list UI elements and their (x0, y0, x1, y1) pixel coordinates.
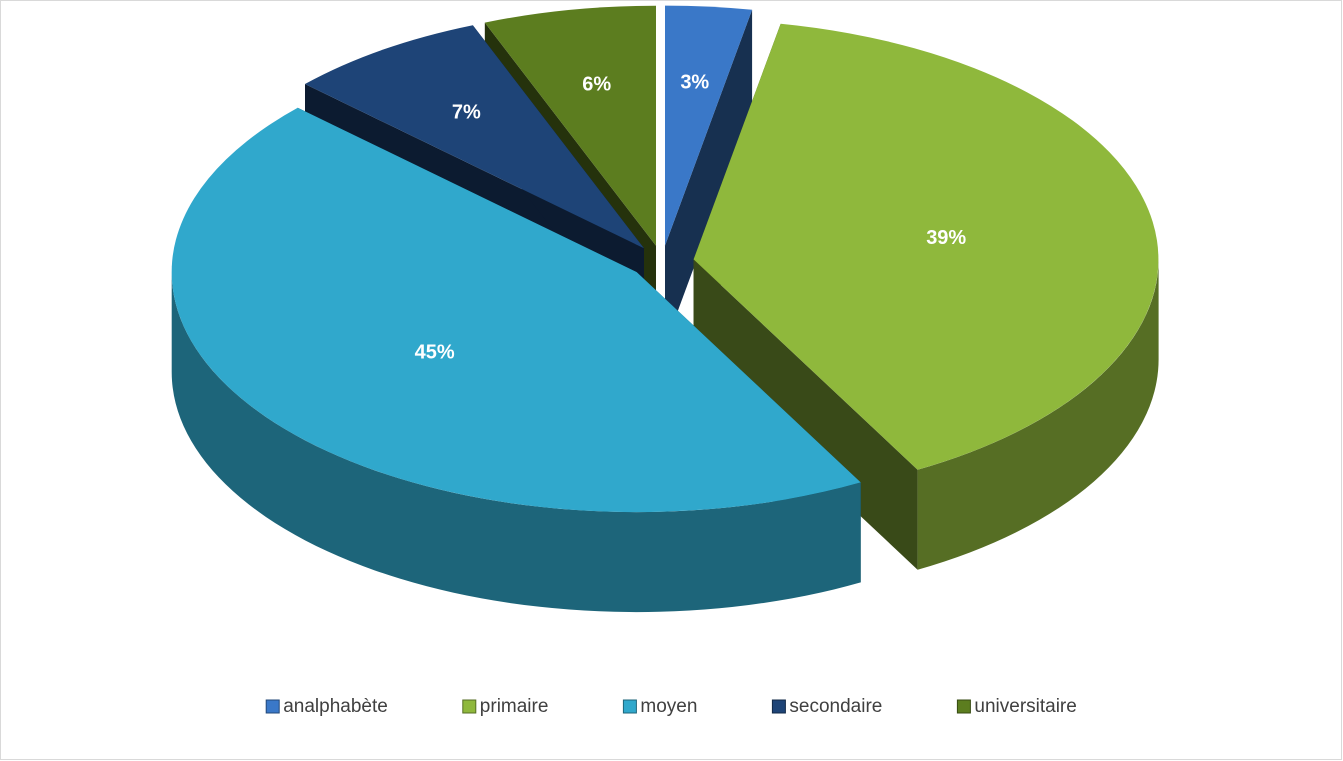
legend-label: universitaire (974, 696, 1076, 717)
legend-label: secondaire (789, 696, 882, 717)
pie-slice (693, 23, 1159, 470)
data-label: 3% (680, 71, 709, 93)
data-label: 6% (582, 74, 611, 96)
legend-item: analphabète (265, 696, 388, 717)
legend-swatch (622, 699, 637, 714)
slice-wall (693, 259, 918, 570)
pie-slice (484, 5, 656, 246)
legend-swatch (771, 699, 786, 714)
data-labels: 3% 39% 45% 7% 6% (415, 71, 967, 363)
data-label: 39% (926, 227, 966, 249)
data-label: 7% (452, 102, 481, 124)
slice-side (917, 259, 1159, 570)
legend-item: universitaire (956, 696, 1077, 717)
pie-slice (305, 25, 644, 249)
slice-side (171, 272, 861, 613)
legend-item: moyen (622, 696, 697, 717)
pie-slice (665, 5, 753, 246)
legend-label: analphabète (283, 696, 388, 717)
data-label: 45% (415, 341, 455, 363)
legend-label: primaire (480, 696, 549, 717)
pie-tops (171, 5, 1159, 513)
slice-wall (665, 9, 753, 346)
legend-item: primaire (462, 696, 549, 717)
legend-item: secondaire (771, 696, 882, 717)
pie-slice (171, 107, 861, 513)
legend-swatch (956, 699, 971, 714)
legend: analphabète primaire moyen secondaire univer… (265, 696, 1077, 717)
legend-swatch (462, 699, 477, 714)
legend-swatch (265, 699, 280, 714)
legend-label: moyen (640, 696, 697, 717)
